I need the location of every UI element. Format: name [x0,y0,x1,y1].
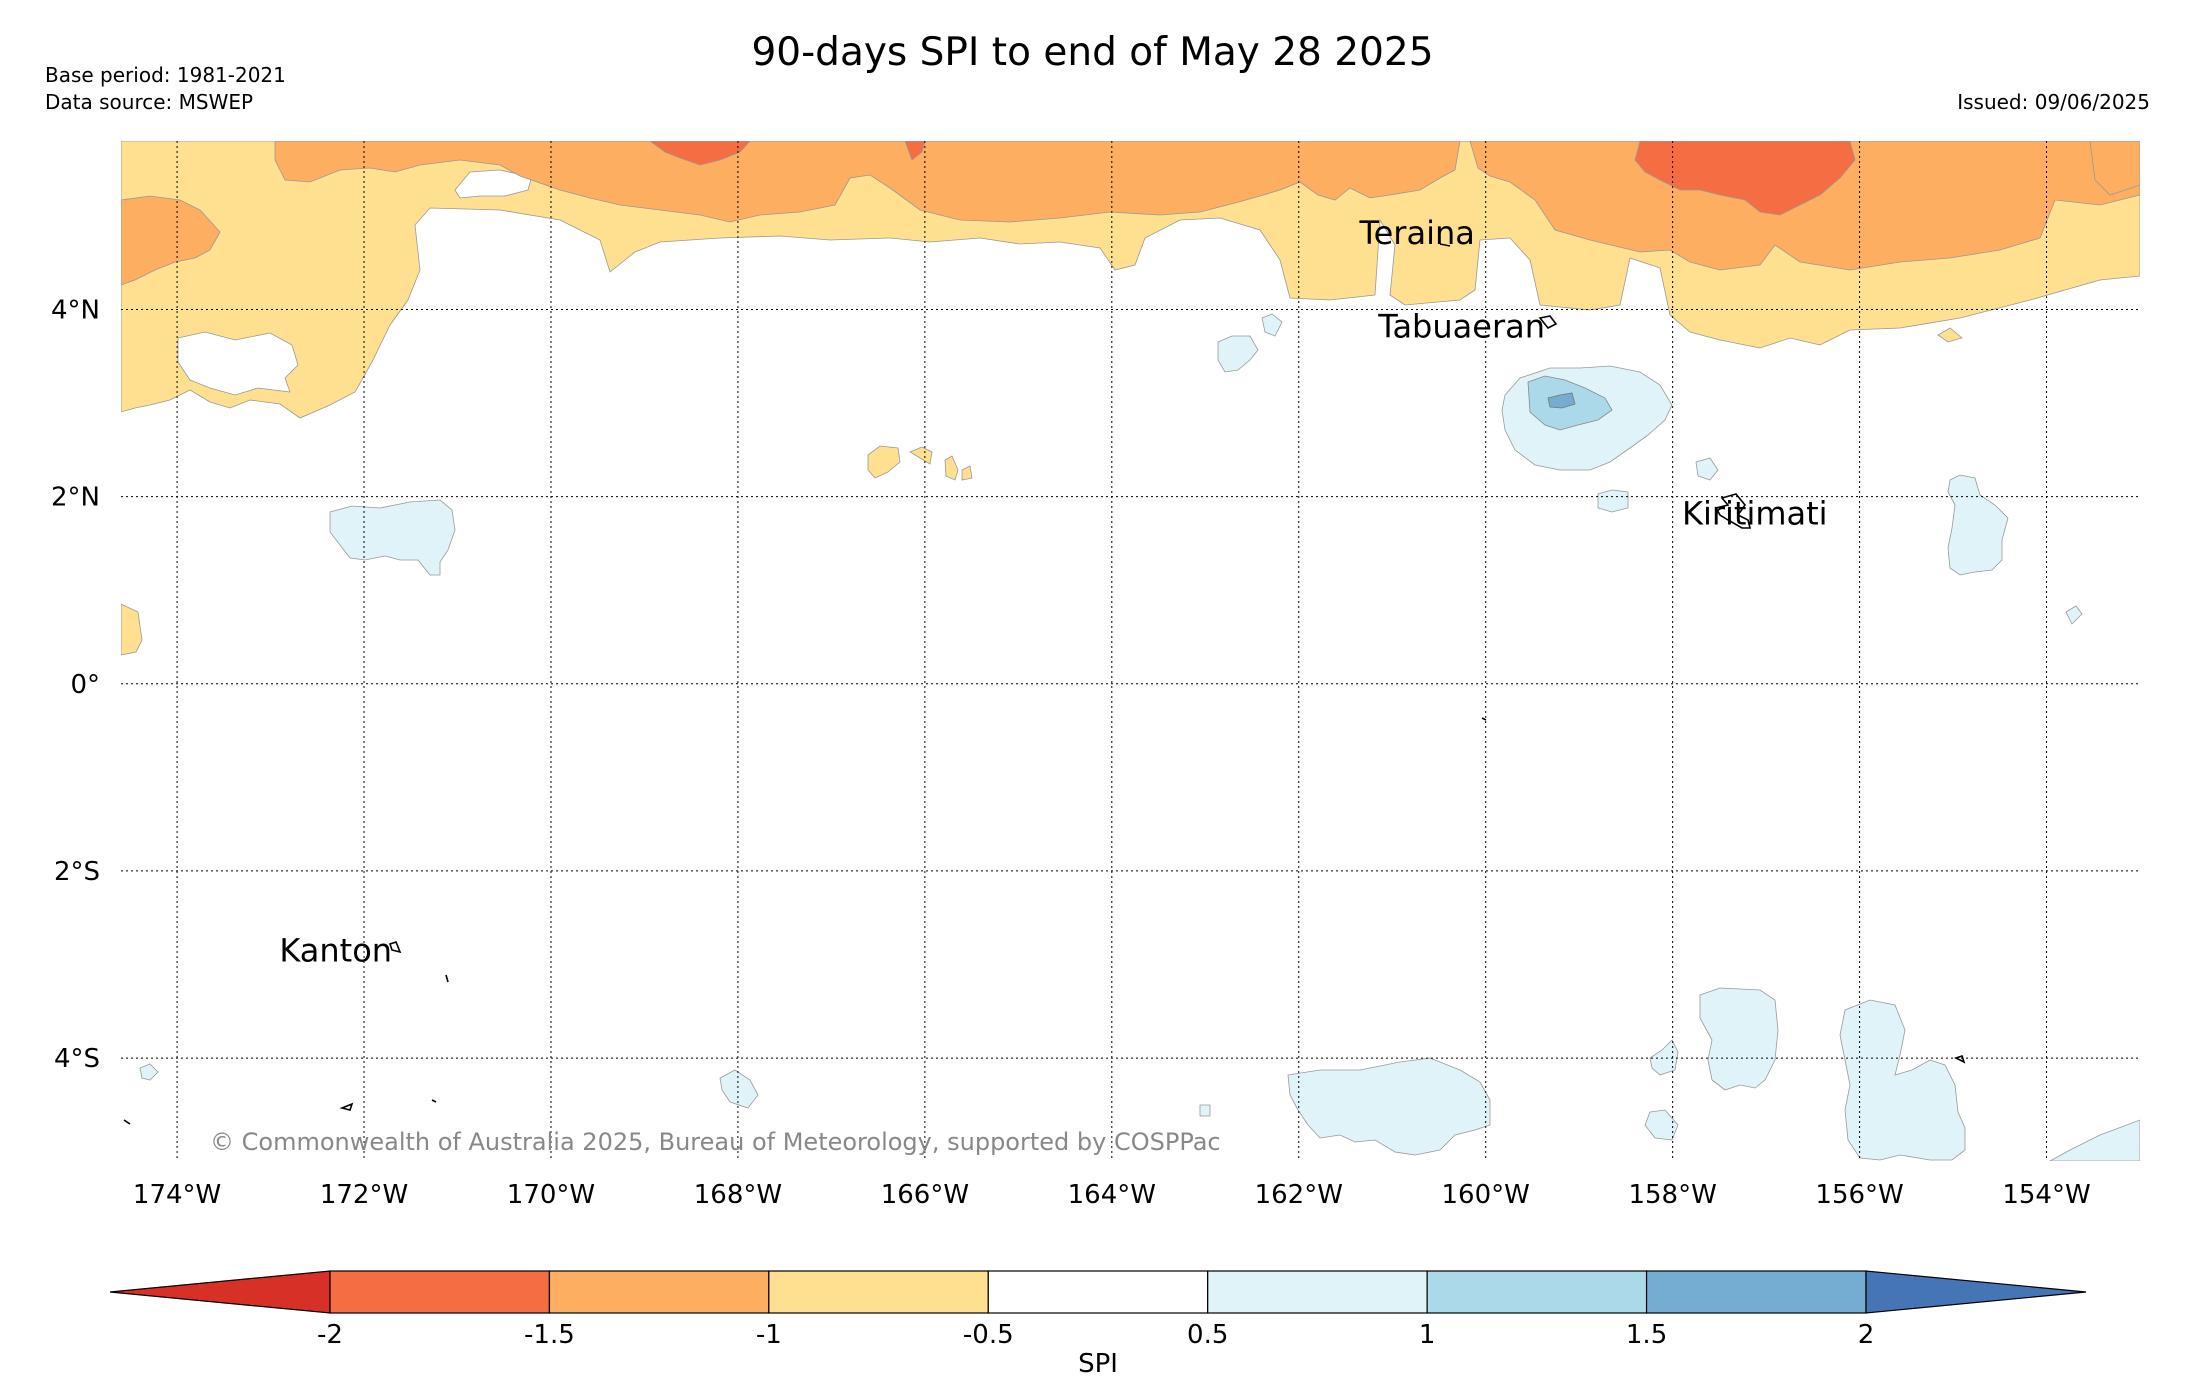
colorbar-tick-label: 0.5 [1187,1320,1228,1350]
longitude-label: 158°W [1628,1180,1716,1210]
colorbar-tick-label: -1.5 [524,1320,575,1350]
longitude-label: 168°W [694,1180,782,1210]
kanton-island [388,941,402,954]
colorbar-segment [1426,1270,1648,1314]
longitude-label: 172°W [320,1180,408,1210]
longitude-label: 162°W [1255,1180,1343,1210]
longitude-label: 160°W [1442,1180,1530,1210]
colorbar-segment [329,1270,551,1314]
longitude-label: 156°W [1815,1180,1903,1210]
colorbar-segment [987,1270,1209,1314]
longitude-label: 166°W [881,1180,969,1210]
colorbar-tick-label: 2 [1858,1320,1875,1350]
tabuaeran-island [1538,315,1558,330]
map-title: 90-days SPI to end of May 28 2025 [751,30,1434,75]
latitude-label: 4°N [51,295,100,325]
graticule [121,141,2140,1161]
place-label: Kanton [279,932,392,970]
colorbar-tick-label: 1.5 [1626,1320,1667,1350]
colorbar-segment [1207,1270,1428,1314]
colorbar-label: SPI [1078,1349,1118,1379]
colorbar-segment [548,1270,770,1314]
longitude-label: 164°W [1068,1180,1156,1210]
latitude-label: 0° [70,670,100,700]
teraina-island [1439,243,1451,247]
kiritimati-island [1714,493,1752,529]
colorbar-segment [768,1270,989,1314]
island-outlines [123,243,1966,1125]
colorbar-extend-high [1865,1270,2087,1314]
longitude-labels: 174°W 172°W 170°W 168°W 166°W 164°W 162°W 160°W… [133,1180,2091,1210]
place-label: Teraina [1359,214,1475,252]
longitude-label: 170°W [507,1180,595,1210]
place-label: Tabuaeran [1377,308,1545,346]
place-labels: Teraina Tabuaeran Kiritimati Kanton [279,214,1827,970]
latitude-label: 2°S [54,857,100,887]
colorbar-tick-label: -1 [756,1320,782,1350]
latitude-label: 4°S [54,1044,100,1074]
colorbar-tick-label: -2 [317,1320,343,1350]
place-label: Kiritimati [1682,495,1828,533]
latitude-label: 2°N [51,483,100,513]
data-source: Data source: MSWEP [45,90,254,114]
base-period: Base period: 1981-2021 [45,63,286,87]
spi-colorbar: -2 -1.5 -1 -0.5 0.5 1 1.5 2 [109,1270,2087,1350]
colorbar-segment [1645,1270,1867,1314]
colorbar-tick-label: -0.5 [963,1320,1014,1350]
latitude-labels: 4°N 2°N 0° 2°S 4°S [51,295,100,1074]
colorbar-extend-low [109,1270,331,1314]
longitude-label: 154°W [2002,1180,2090,1210]
copyright-text: © Commonwealth of Australia 2025, Bureau… [210,1128,1221,1156]
spi-anomaly-fill [121,141,2140,1161]
issued-date: Issued: 09/06/2025 [1957,90,2150,114]
colorbar-tick-label: 1 [1419,1320,1436,1350]
dry-region-severe [1634,141,1856,216]
longitude-label: 174°W [133,1180,221,1210]
